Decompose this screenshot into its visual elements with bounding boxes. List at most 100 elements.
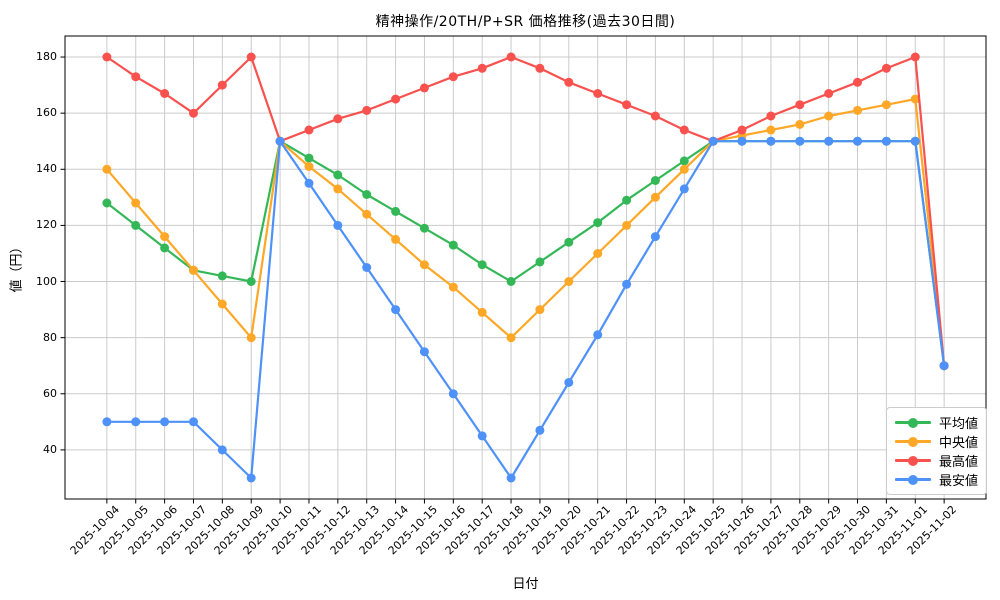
data-point xyxy=(448,240,458,250)
y-tick-label: 120 xyxy=(36,218,57,232)
y-tick-label: 160 xyxy=(36,106,57,120)
data-point xyxy=(881,63,891,73)
data-point xyxy=(419,223,429,233)
data-point xyxy=(506,473,516,483)
data-point xyxy=(362,263,372,272)
data-point xyxy=(102,417,112,427)
series-line-median xyxy=(106,97,946,366)
data-point xyxy=(304,162,314,171)
data-point xyxy=(910,52,920,62)
data-point xyxy=(679,156,689,166)
data-point xyxy=(881,100,891,110)
data-point xyxy=(217,271,227,281)
data-point xyxy=(391,305,401,315)
data-point xyxy=(650,192,660,202)
data-point xyxy=(593,249,603,258)
data-point xyxy=(766,125,776,135)
legend-marker-icon xyxy=(895,474,931,485)
data-point xyxy=(160,243,170,253)
data-point xyxy=(246,333,256,343)
data-point xyxy=(535,425,545,435)
y-axis-label: 値（円） xyxy=(9,240,25,293)
data-point xyxy=(593,218,603,228)
data-point xyxy=(506,52,516,62)
data-point xyxy=(391,234,401,244)
y-tick-label: 180 xyxy=(36,50,57,64)
data-point xyxy=(131,72,141,82)
legend-marker-icon xyxy=(895,455,931,466)
data-point xyxy=(853,105,862,115)
data-point xyxy=(766,111,776,121)
data-point xyxy=(189,417,198,427)
data-point xyxy=(795,100,805,110)
data-point xyxy=(477,431,487,441)
data-point xyxy=(275,136,285,146)
data-point xyxy=(535,63,545,73)
data-point xyxy=(650,176,660,185)
data-point xyxy=(131,198,141,208)
data-point xyxy=(160,89,170,98)
data-point xyxy=(102,198,112,208)
data-point xyxy=(333,184,343,194)
y-tick-label: 40 xyxy=(43,442,57,456)
y-tick-label: 140 xyxy=(36,162,57,176)
data-point xyxy=(362,190,372,199)
data-point xyxy=(910,136,920,146)
data-point xyxy=(391,206,401,216)
data-point xyxy=(189,108,198,118)
data-point xyxy=(679,164,689,174)
legend-marker-icon xyxy=(895,436,931,447)
series-line-average xyxy=(106,140,946,366)
legend: 平均値中央値最高値 最安値 xyxy=(886,407,988,495)
data-point xyxy=(419,83,429,93)
data-point xyxy=(160,232,170,242)
data-point xyxy=(593,330,603,340)
data-point xyxy=(102,52,112,62)
data-point xyxy=(564,277,574,286)
y-tick-label: 100 xyxy=(36,274,57,288)
data-point xyxy=(622,279,632,289)
legend-item-min: 最安値 xyxy=(895,470,978,489)
data-point xyxy=(564,237,574,247)
data-point xyxy=(304,178,314,188)
data-point xyxy=(304,153,314,163)
data-point xyxy=(679,125,689,135)
data-point xyxy=(737,125,747,135)
data-point xyxy=(333,114,343,124)
data-point xyxy=(593,89,603,98)
series-line-min xyxy=(106,140,946,480)
data-point xyxy=(853,136,862,146)
series-line-max xyxy=(106,55,946,366)
data-point xyxy=(246,277,256,286)
legend-item-max: 最高値 xyxy=(895,451,978,470)
data-point xyxy=(881,136,891,146)
data-point xyxy=(448,282,458,292)
data-point xyxy=(564,77,574,87)
data-point xyxy=(795,136,805,146)
data-point xyxy=(217,299,227,309)
plot-border xyxy=(64,35,987,500)
data-point xyxy=(477,63,487,73)
data-point xyxy=(419,347,429,357)
data-point xyxy=(448,389,458,399)
data-point xyxy=(217,445,227,455)
data-point xyxy=(189,265,198,275)
data-point xyxy=(622,195,632,205)
data-point xyxy=(795,119,805,129)
data-point xyxy=(853,77,862,87)
data-point xyxy=(535,257,545,267)
data-point xyxy=(304,125,314,135)
data-point xyxy=(131,220,141,230)
data-point xyxy=(650,111,660,121)
legend-label: 中央値 xyxy=(939,436,979,451)
data-point xyxy=(679,184,689,194)
data-point xyxy=(477,307,487,317)
data-point xyxy=(910,94,920,104)
legend-label: 平均値 xyxy=(939,417,979,432)
legend-label: 最高値 xyxy=(939,455,979,470)
data-point xyxy=(650,232,660,242)
x-axis-label: 日付 xyxy=(512,577,539,592)
legend-item-median: 中央値 xyxy=(895,432,978,451)
data-point xyxy=(766,136,776,146)
